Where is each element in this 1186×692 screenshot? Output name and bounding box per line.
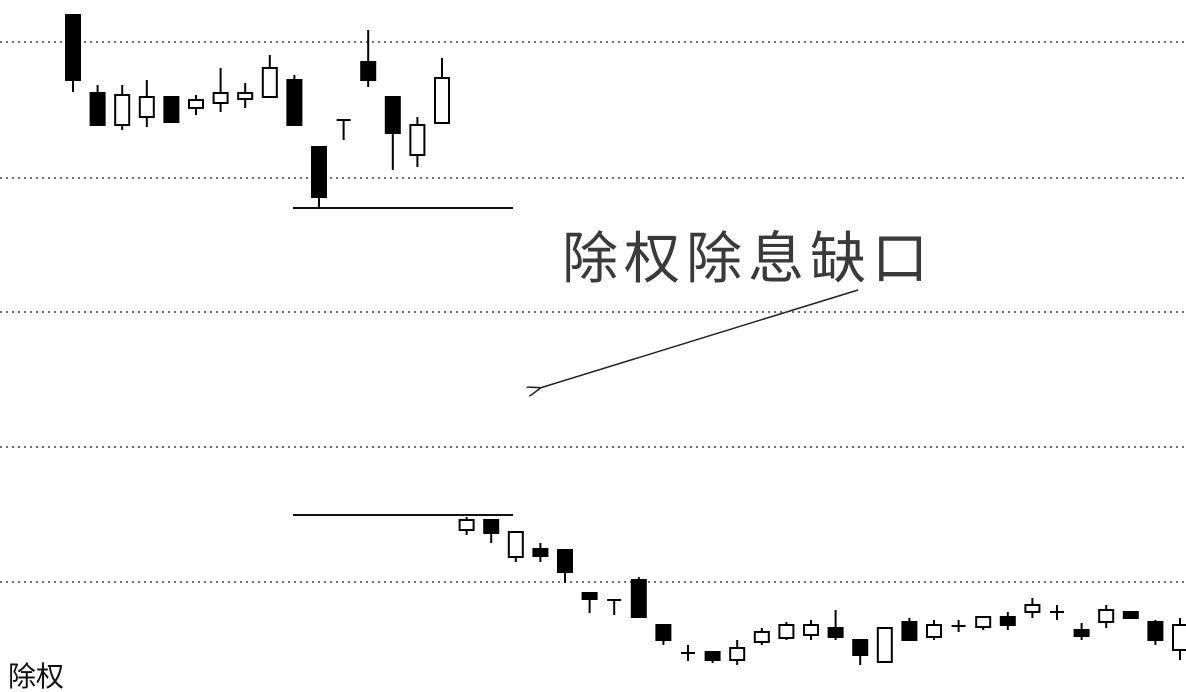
candle-body (1172, 624, 1186, 651)
candle-body (65, 14, 81, 81)
candle-body (729, 647, 746, 661)
candle-body (138, 96, 155, 118)
candle-body (999, 616, 1016, 626)
candle-body (1024, 604, 1041, 613)
candle-body (212, 92, 229, 104)
candle-body (532, 548, 549, 557)
candle-body (803, 624, 819, 636)
candle-body (163, 96, 180, 123)
candle-body (557, 549, 573, 573)
candle-body (581, 592, 598, 600)
candle-body (409, 124, 426, 156)
candle-body (188, 99, 204, 109)
plot (0, 14, 1186, 665)
candle-body (975, 616, 992, 628)
candle-body (852, 639, 869, 656)
candle-body (483, 519, 500, 534)
candle-body (901, 621, 918, 641)
caption: 除权 (8, 660, 64, 692)
candle-body (311, 146, 327, 198)
arrow (540, 289, 859, 388)
candle-body (261, 67, 278, 98)
candle-body (704, 651, 721, 661)
candle-body (827, 627, 844, 638)
candle-body (876, 627, 893, 663)
candle-body (778, 624, 795, 639)
candle-body (384, 96, 401, 134)
candle-body (89, 92, 106, 126)
candle-body (655, 624, 672, 641)
candle-body (507, 531, 524, 558)
candle-body (630, 579, 647, 618)
candle-body (1073, 629, 1090, 637)
candle-body (114, 94, 131, 126)
candle-body (1122, 611, 1139, 619)
candle-body (753, 631, 770, 643)
candle-body (237, 92, 254, 100)
candle-body (434, 77, 450, 124)
candle-body (1098, 609, 1115, 623)
candle-body (360, 61, 377, 81)
annotation: 除权除息缺口 (562, 227, 934, 292)
candle-body (286, 79, 303, 126)
candle-body (926, 624, 942, 638)
candle-body (1147, 621, 1164, 641)
candle-body (458, 519, 475, 531)
